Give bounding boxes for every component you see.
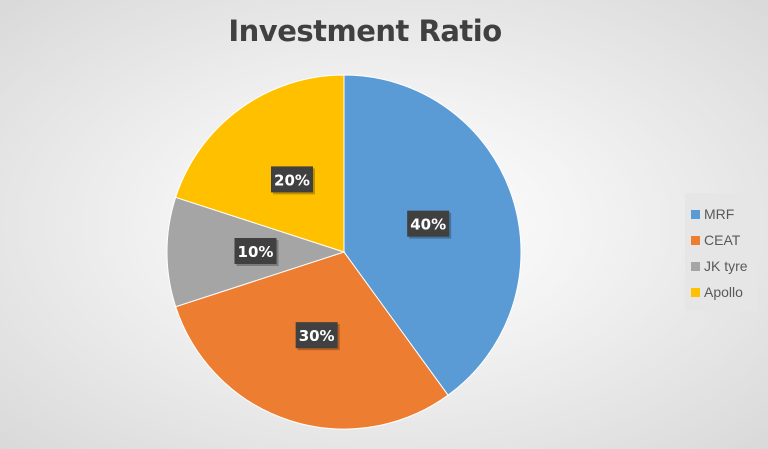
data-label: 40% xyxy=(407,210,452,239)
legend-swatch xyxy=(691,261,700,271)
chart-title: Investment Ratio xyxy=(228,14,502,48)
legend-item-jk-tyre: JK tyre xyxy=(685,253,757,279)
data-label-text: 40% xyxy=(410,216,446,234)
data-label-text: 20% xyxy=(274,171,310,189)
data-label-box xyxy=(295,322,338,349)
data-label-box xyxy=(270,166,313,193)
data-label: 20% xyxy=(270,166,315,195)
pie-slice-apollo xyxy=(175,74,345,253)
data-label: 30% xyxy=(295,322,340,351)
legend-swatch xyxy=(691,209,700,219)
data-label-text: 30% xyxy=(299,327,335,345)
legend-label: Apollo xyxy=(704,284,743,300)
legend-label: JK tyre xyxy=(704,258,748,274)
data-label: 10% xyxy=(234,238,279,266)
legend-item-apollo: Apollo xyxy=(685,279,757,305)
data-label-box xyxy=(407,210,450,237)
data-label-box xyxy=(234,238,277,264)
legend-item-ceat: CEAT xyxy=(685,227,757,253)
data-label-text: 10% xyxy=(238,243,274,261)
legend-label: CEAT xyxy=(704,232,741,248)
legend-swatch xyxy=(691,235,700,245)
legend-swatch xyxy=(691,287,700,297)
legend-item-mrf: MRF xyxy=(685,201,757,227)
legend-label: MRF xyxy=(704,206,735,222)
legend: MRF CEAT JK tyre Apollo xyxy=(685,193,757,311)
